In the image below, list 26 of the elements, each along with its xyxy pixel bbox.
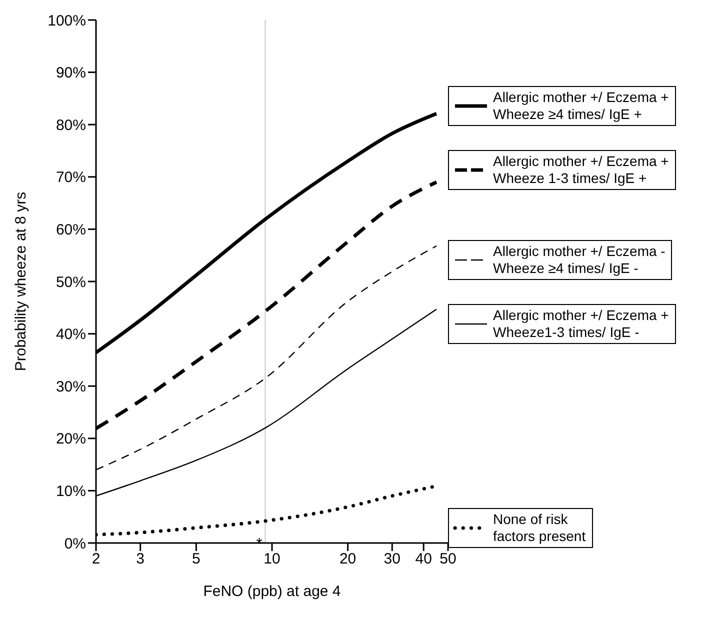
y-tick-label: 30% xyxy=(56,378,86,396)
y-tick-label: 0% xyxy=(64,535,86,552)
x-tick-label: 40 xyxy=(415,550,432,568)
legend-label: Allergic mother +/ Eczema + Wheeze ≥4 times/ IgE + xyxy=(493,89,669,123)
y-tick-label: 50% xyxy=(56,274,86,291)
x-tick-label: 10 xyxy=(264,550,280,568)
y-tick-label: 70% xyxy=(56,169,86,186)
y-tick-label: 40% xyxy=(56,326,86,344)
y-tick-label: 10% xyxy=(56,483,86,500)
y-tick-label: 80% xyxy=(56,116,86,134)
legend-label: None of risk factors present xyxy=(493,511,586,545)
x-tick-label: 5 xyxy=(192,550,200,568)
y-tick-label: 20% xyxy=(56,430,86,448)
x-tick-label: 2 xyxy=(92,550,100,568)
y-axis-title: Probability wheeze at 8 yrs xyxy=(12,192,30,372)
legend-label: Allergic mother +/ Eczema + Wheeze1-3 times/ IgE - xyxy=(493,307,669,341)
x-tick-label: 20 xyxy=(339,550,356,568)
y-tick-label: 60% xyxy=(56,222,86,239)
x-axis-title: FeNO (ppb) at age 4 xyxy=(203,583,341,600)
x-tick-label: 50 xyxy=(440,550,456,568)
y-tick-label: 100% xyxy=(48,12,86,30)
x-tick-label: 30 xyxy=(384,550,400,568)
y-tick-label: 90% xyxy=(56,64,86,82)
legend-label: Allergic mother +/ Eczema + Wheeze 1-3 times/ IgE + xyxy=(493,153,669,187)
x-tick-label: 3 xyxy=(136,550,145,568)
legend-label: Allergic mother +/ Eczema - Wheeze ≥4 times/ IgE - xyxy=(493,243,666,277)
